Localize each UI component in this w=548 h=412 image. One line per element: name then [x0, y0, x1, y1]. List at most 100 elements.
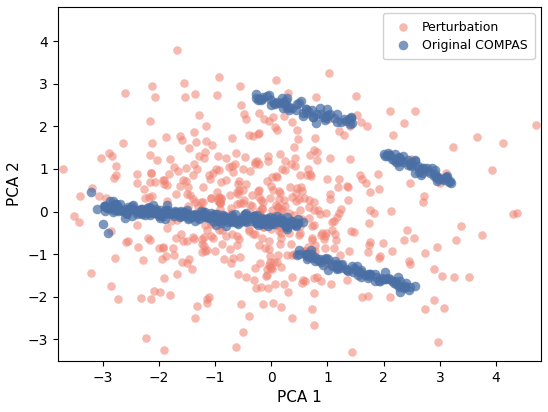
Perturbation: [254, 161, 263, 168]
Original COMPAS: [316, 256, 325, 262]
Original COMPAS: [182, 210, 191, 216]
Perturbation: [276, 304, 285, 311]
Original COMPAS: [161, 208, 170, 215]
Original COMPAS: [215, 215, 224, 221]
Perturbation: [222, 176, 231, 183]
Perturbation: [207, 194, 216, 201]
Perturbation: [284, 90, 293, 97]
Original COMPAS: [262, 215, 271, 222]
Perturbation: [349, 229, 358, 236]
Original COMPAS: [420, 165, 429, 171]
Perturbation: [272, 126, 281, 133]
Perturbation: [270, 280, 279, 287]
Original COMPAS: [182, 207, 191, 213]
Original COMPAS: [179, 211, 188, 218]
Original COMPAS: [231, 218, 239, 225]
Perturbation: [268, 266, 277, 272]
Perturbation: [255, 130, 264, 137]
Perturbation: [153, 157, 162, 164]
Perturbation: [296, 171, 305, 178]
Original COMPAS: [100, 203, 109, 210]
Perturbation: [235, 186, 244, 193]
Original COMPAS: [101, 208, 110, 214]
Original COMPAS: [104, 205, 112, 211]
Original COMPAS: [107, 202, 116, 208]
Perturbation: [198, 236, 207, 243]
Original COMPAS: [309, 114, 317, 120]
Perturbation: [154, 245, 163, 251]
Original COMPAS: [333, 265, 341, 272]
Perturbation: [210, 247, 219, 254]
Original COMPAS: [133, 209, 141, 215]
Perturbation: [379, 239, 388, 246]
Original COMPAS: [433, 173, 442, 180]
Original COMPAS: [201, 213, 209, 220]
Original COMPAS: [250, 217, 259, 224]
Original COMPAS: [116, 206, 125, 213]
Original COMPAS: [118, 208, 127, 214]
Original COMPAS: [380, 151, 389, 157]
Perturbation: [282, 252, 291, 259]
Perturbation: [410, 234, 419, 241]
Original COMPAS: [184, 211, 193, 218]
Perturbation: [344, 197, 352, 204]
Perturbation: [278, 224, 287, 231]
Original COMPAS: [303, 251, 312, 258]
Original COMPAS: [423, 165, 432, 171]
Perturbation: [256, 196, 265, 203]
Perturbation: [226, 191, 235, 198]
Perturbation: [269, 258, 278, 265]
Perturbation: [355, 172, 364, 179]
Original COMPAS: [242, 210, 250, 217]
Original COMPAS: [141, 208, 150, 215]
Original COMPAS: [224, 215, 232, 222]
Original COMPAS: [151, 210, 159, 216]
Original COMPAS: [344, 268, 353, 274]
Original COMPAS: [251, 94, 260, 101]
Original COMPAS: [388, 277, 397, 284]
Perturbation: [218, 227, 226, 233]
Perturbation: [375, 255, 384, 262]
Perturbation: [321, 233, 329, 239]
Original COMPAS: [191, 211, 199, 217]
Perturbation: [168, 245, 177, 251]
Original COMPAS: [175, 213, 184, 220]
Original COMPAS: [207, 213, 216, 219]
Original COMPAS: [156, 215, 164, 221]
Original COMPAS: [167, 210, 175, 216]
Perturbation: [250, 231, 259, 238]
Original COMPAS: [407, 162, 416, 169]
Legend: Perturbation, Original COMPAS: Perturbation, Original COMPAS: [383, 13, 535, 59]
Original COMPAS: [370, 278, 379, 284]
Perturbation: [405, 258, 414, 265]
Perturbation: [267, 183, 276, 190]
Perturbation: [241, 154, 249, 160]
Original COMPAS: [447, 180, 455, 187]
Original COMPAS: [242, 218, 250, 225]
Original COMPAS: [103, 205, 112, 211]
Perturbation: [298, 280, 306, 286]
Original COMPAS: [209, 213, 218, 220]
Original COMPAS: [410, 283, 419, 289]
Original COMPAS: [264, 223, 272, 229]
Perturbation: [300, 194, 309, 201]
Perturbation: [257, 215, 266, 221]
Original COMPAS: [323, 111, 332, 118]
Perturbation: [284, 220, 293, 227]
Original COMPAS: [418, 170, 426, 177]
Original COMPAS: [264, 215, 272, 221]
Original COMPAS: [257, 221, 266, 227]
Perturbation: [298, 188, 306, 194]
Perturbation: [263, 272, 272, 279]
Original COMPAS: [250, 213, 259, 220]
Perturbation: [184, 184, 192, 191]
Perturbation: [207, 233, 215, 239]
Perturbation: [302, 248, 311, 255]
Original COMPAS: [290, 221, 299, 228]
Original COMPAS: [308, 107, 317, 114]
Perturbation: [293, 185, 302, 192]
Perturbation: [231, 160, 239, 167]
Original COMPAS: [322, 254, 330, 261]
Original COMPAS: [406, 283, 414, 290]
Perturbation: [291, 163, 300, 169]
